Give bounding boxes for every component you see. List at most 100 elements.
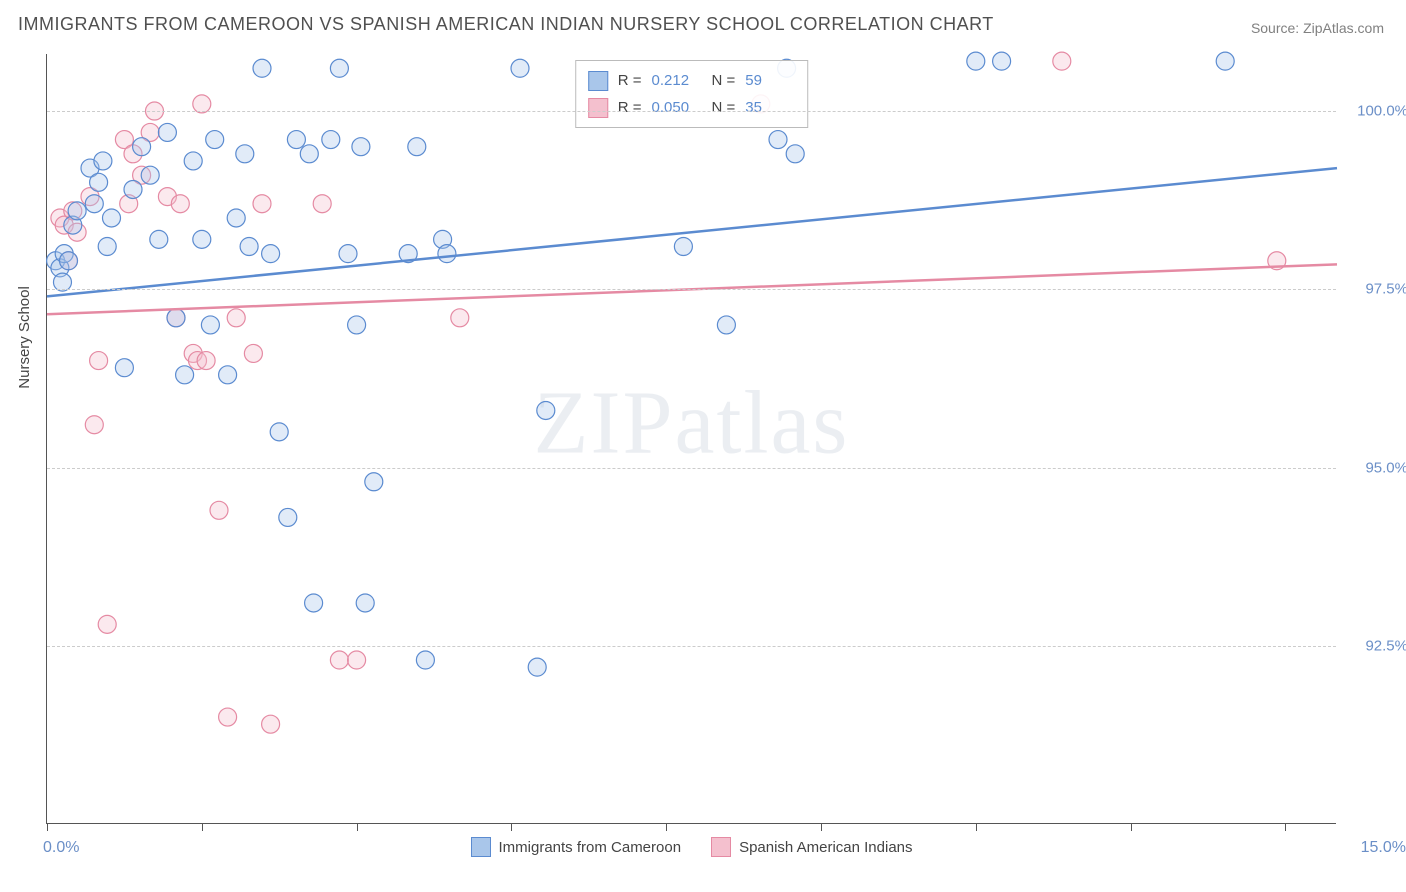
data-point xyxy=(1053,52,1071,70)
data-point xyxy=(262,245,280,263)
n-value-series-1: 59 xyxy=(745,67,795,94)
legend-label-series-1: Immigrants from Cameroon xyxy=(499,839,682,856)
x-tick xyxy=(47,823,48,831)
data-point xyxy=(305,594,323,612)
data-point xyxy=(219,366,237,384)
gridline xyxy=(47,646,1336,647)
x-tick xyxy=(1131,823,1132,831)
gridline xyxy=(47,111,1336,112)
data-point xyxy=(184,152,202,170)
data-point xyxy=(674,238,692,256)
data-point xyxy=(352,138,370,156)
data-point xyxy=(262,715,280,733)
data-point xyxy=(94,152,112,170)
data-point xyxy=(197,352,215,370)
legend-swatch-series-2 xyxy=(588,98,608,118)
data-point xyxy=(206,131,224,149)
data-point xyxy=(408,138,426,156)
data-point xyxy=(1216,52,1234,70)
data-point xyxy=(227,309,245,327)
correlation-legend-row: R = 0.212 N = 59 xyxy=(588,67,796,94)
data-point xyxy=(356,594,374,612)
x-tick xyxy=(511,823,512,831)
correlation-legend-row: R = 0.050 N = 35 xyxy=(588,94,796,121)
data-point xyxy=(60,252,78,270)
data-point xyxy=(339,245,357,263)
x-tick xyxy=(821,823,822,831)
data-point xyxy=(300,145,318,163)
gridline xyxy=(47,468,1336,469)
data-point xyxy=(253,195,271,213)
data-point xyxy=(967,52,985,70)
y-axis-label: Nursery School xyxy=(16,286,33,389)
data-point xyxy=(330,651,348,669)
data-point xyxy=(240,238,258,256)
data-point xyxy=(150,230,168,248)
r-value-series-1: 0.212 xyxy=(652,67,702,94)
y-tick-label: 95.0% xyxy=(1365,459,1406,476)
data-point xyxy=(171,195,189,213)
legend-item: Immigrants from Cameroon xyxy=(471,837,682,857)
n-value-series-2: 35 xyxy=(745,94,795,121)
data-point xyxy=(253,59,271,77)
data-point xyxy=(717,316,735,334)
r-label: R = xyxy=(618,94,642,121)
data-point xyxy=(103,209,121,227)
data-point xyxy=(322,131,340,149)
plot-area: ZIPatlas R = 0.212 N = 59 R = 0.050 N = … xyxy=(46,54,1336,824)
data-point xyxy=(193,230,211,248)
x-axis-max-label: 15.0% xyxy=(1361,839,1406,857)
y-tick-label: 92.5% xyxy=(1365,637,1406,654)
legend-label-series-2: Spanish American Indians xyxy=(739,839,912,856)
data-point xyxy=(219,708,237,726)
data-point xyxy=(270,423,288,441)
data-point xyxy=(287,131,305,149)
data-point xyxy=(993,52,1011,70)
x-tick xyxy=(976,823,977,831)
data-point xyxy=(236,145,254,163)
r-value-series-2: 0.050 xyxy=(652,94,702,121)
data-point xyxy=(786,145,804,163)
data-point xyxy=(115,359,133,377)
data-point xyxy=(68,202,86,220)
source-attribution: Source: ZipAtlas.com xyxy=(1251,20,1384,36)
data-point xyxy=(313,195,331,213)
data-point xyxy=(511,59,529,77)
data-point xyxy=(537,401,555,419)
data-point xyxy=(210,501,228,519)
series-legend: Immigrants from Cameroon Spanish America… xyxy=(471,837,913,857)
data-point xyxy=(133,138,151,156)
n-label: N = xyxy=(712,94,736,121)
n-label: N = xyxy=(712,67,736,94)
data-point xyxy=(330,59,348,77)
data-point xyxy=(124,180,142,198)
x-tick xyxy=(202,823,203,831)
data-point xyxy=(158,123,176,141)
legend-swatch-series-2 xyxy=(711,837,731,857)
legend-item: Spanish American Indians xyxy=(711,837,912,857)
data-point xyxy=(365,473,383,491)
legend-swatch-series-1 xyxy=(471,837,491,857)
x-axis-min-label: 0.0% xyxy=(43,839,79,857)
data-point xyxy=(528,658,546,676)
correlation-legend: R = 0.212 N = 59 R = 0.050 N = 35 xyxy=(575,60,809,128)
data-point xyxy=(201,316,219,334)
data-point xyxy=(167,309,185,327)
data-point xyxy=(141,166,159,184)
data-point xyxy=(90,173,108,191)
y-tick-label: 97.5% xyxy=(1365,281,1406,298)
data-point xyxy=(85,195,103,213)
data-point xyxy=(98,615,116,633)
gridline xyxy=(47,289,1336,290)
data-point xyxy=(85,416,103,434)
chart-title: IMMIGRANTS FROM CAMEROON VS SPANISH AMER… xyxy=(18,14,994,35)
data-point xyxy=(227,209,245,227)
x-tick xyxy=(357,823,358,831)
data-point xyxy=(416,651,434,669)
data-point xyxy=(279,508,297,526)
data-point xyxy=(244,344,262,362)
data-point xyxy=(769,131,787,149)
data-point xyxy=(451,309,469,327)
x-tick xyxy=(666,823,667,831)
data-point xyxy=(348,316,366,334)
